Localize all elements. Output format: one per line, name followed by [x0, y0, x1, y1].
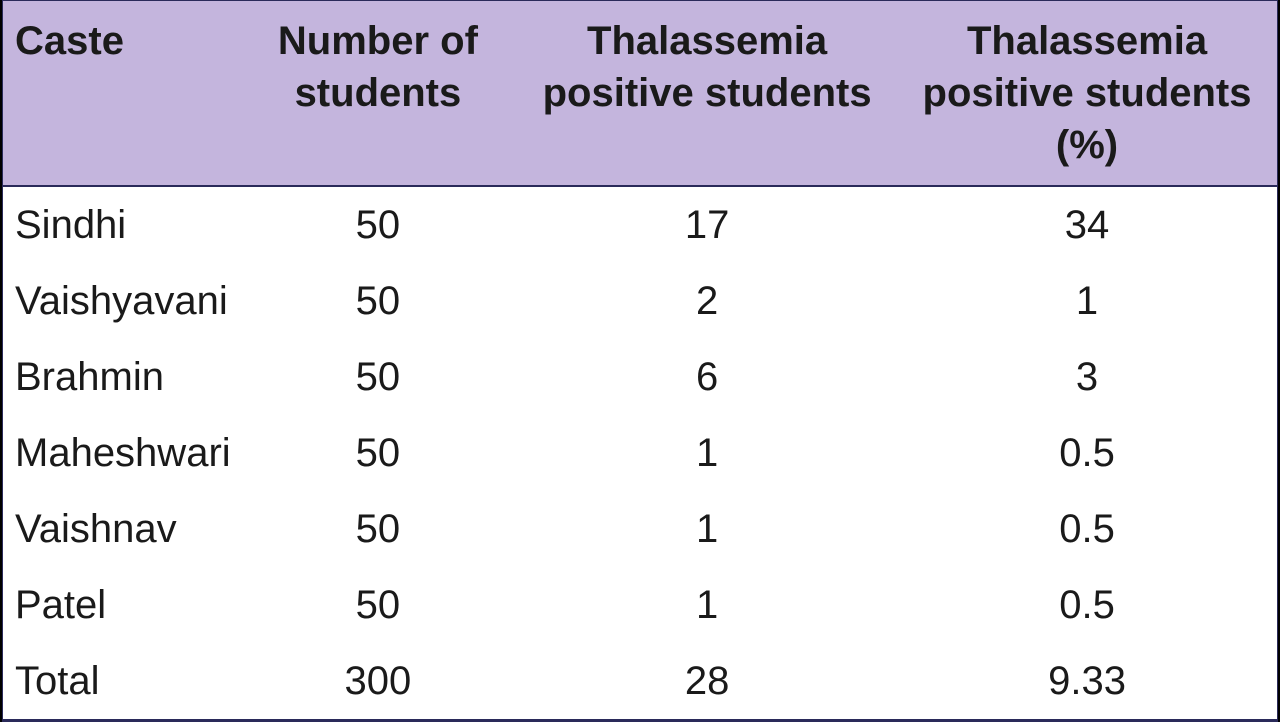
cell-caste: Brahmin — [3, 339, 239, 415]
cell-positive: 6 — [517, 339, 897, 415]
header-caste: Caste — [3, 0, 239, 186]
table-row: Vaishnav 50 1 0.5 — [3, 491, 1277, 567]
table-header-row: Caste Number of students Thalassemia pos… — [3, 0, 1277, 186]
thalassemia-table: Caste Number of students Thalassemia pos… — [3, 0, 1277, 721]
cell-positive-pct: 34 — [897, 186, 1277, 263]
table-row: Sindhi 50 17 34 — [3, 186, 1277, 263]
cell-caste: Total — [3, 643, 239, 720]
header-num-students: Number of students — [239, 0, 518, 186]
cell-num-students: 50 — [239, 339, 518, 415]
cell-positive: 1 — [517, 491, 897, 567]
table-row: Patel 50 1 0.5 — [3, 567, 1277, 643]
table-row: Maheshwari 50 1 0.5 — [3, 415, 1277, 491]
table-row: Vaishyavani 50 2 1 — [3, 263, 1277, 339]
cell-num-students: 50 — [239, 567, 518, 643]
header-positive-pct: Thalassemia positive students (%) — [897, 0, 1277, 186]
table-row-total: Total 300 28 9.33 — [3, 643, 1277, 720]
cell-caste: Maheshwari — [3, 415, 239, 491]
cell-positive-pct: 0.5 — [897, 567, 1277, 643]
cell-positive-pct: 0.5 — [897, 491, 1277, 567]
data-table-container: Caste Number of students Thalassemia pos… — [2, 0, 1278, 722]
cell-positive: 2 — [517, 263, 897, 339]
cell-caste: Vaishyavani — [3, 263, 239, 339]
cell-num-students: 50 — [239, 263, 518, 339]
cell-positive-pct: 0.5 — [897, 415, 1277, 491]
cell-caste: Vaishnav — [3, 491, 239, 567]
cell-caste: Patel — [3, 567, 239, 643]
cell-positive-pct: 3 — [897, 339, 1277, 415]
table-row: Brahmin 50 6 3 — [3, 339, 1277, 415]
cell-positive-pct: 9.33 — [897, 643, 1277, 720]
cell-positive: 1 — [517, 567, 897, 643]
cell-num-students: 50 — [239, 491, 518, 567]
cell-positive: 17 — [517, 186, 897, 263]
cell-num-students: 50 — [239, 186, 518, 263]
cell-caste: Sindhi — [3, 186, 239, 263]
cell-num-students: 300 — [239, 643, 518, 720]
cell-positive-pct: 1 — [897, 263, 1277, 339]
cell-positive: 28 — [517, 643, 897, 720]
cell-positive: 1 — [517, 415, 897, 491]
header-positive: Thalassemia positive students — [517, 0, 897, 186]
cell-num-students: 50 — [239, 415, 518, 491]
